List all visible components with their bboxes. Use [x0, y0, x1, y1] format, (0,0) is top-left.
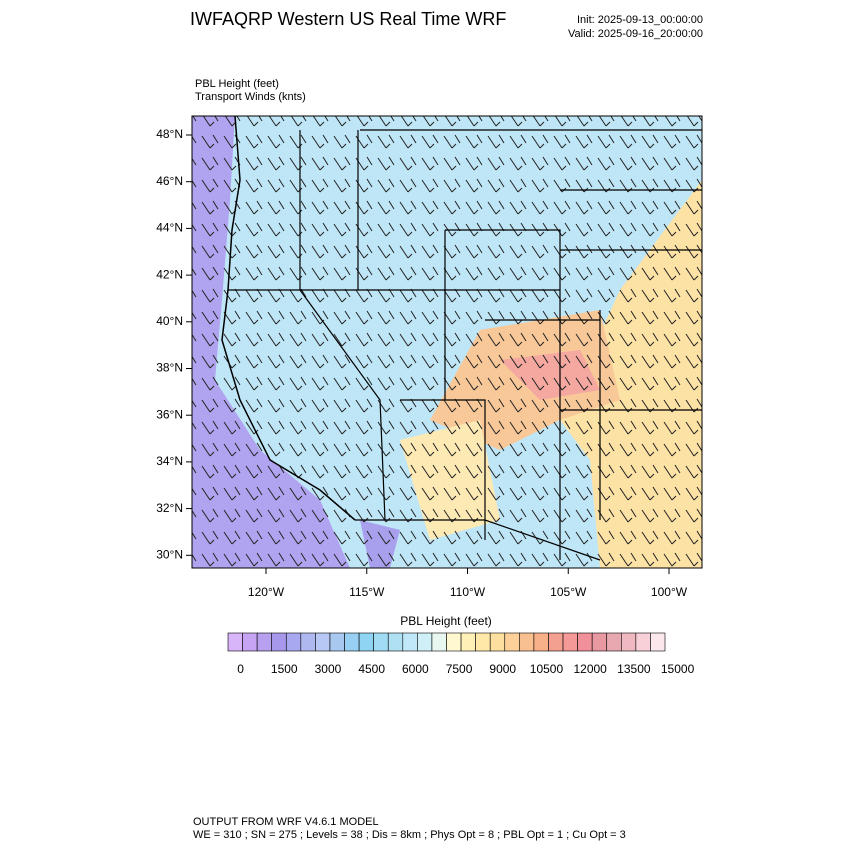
colorbar-swatch — [242, 632, 258, 652]
lat-label: 32°N — [156, 501, 183, 515]
colorbar-swatch — [562, 632, 578, 652]
map-axes: 48°N 46°N 44°N 42°N 40°N 38°N 36°N 34°N 32°N 30°N… — [156, 127, 688, 599]
colorbar: 0 1500 3000 4500 6000 7500 9000 10500 12000 13500… — [227, 632, 695, 676]
colorbar-swatch — [504, 632, 520, 652]
colorbar-swatch — [446, 632, 462, 652]
vector-field: Transport Winds (knts) — [195, 91, 306, 103]
colorbar-swatch — [635, 632, 651, 652]
colorbar-swatch — [548, 632, 564, 652]
colorbar-swatch — [475, 632, 491, 652]
colorbar-swatch — [300, 632, 316, 652]
colorbar-label: 10500 — [530, 662, 564, 676]
colorbar-swatch — [344, 632, 360, 652]
map-frame — [191, 115, 703, 569]
colorbar-swatch — [533, 632, 549, 652]
lat-label: 42°N — [156, 267, 183, 281]
lon-label: 120°W — [248, 585, 285, 599]
lat-label: 46°N — [156, 174, 183, 188]
lon-label: 105°W — [550, 585, 587, 599]
colorbar-swatch — [620, 632, 637, 652]
colorbar-swatch — [577, 632, 593, 652]
colorbar-swatch — [373, 632, 389, 652]
colorbar-label: 0 — [237, 662, 244, 676]
init-time: Init: 2025-09-13_00:00:00 — [577, 14, 703, 26]
colorbar-label: 7500 — [446, 662, 473, 676]
colorbar-swatch — [227, 632, 243, 652]
state-borders — [228, 129, 702, 561]
colorbar-swatch — [591, 632, 608, 652]
coastline — [221, 116, 356, 521]
valid-time: Valid: 2025-09-16_20:00:00 — [568, 28, 703, 40]
colorbar-label: 3000 — [315, 662, 342, 676]
shaded-field: PBL Height (feet) — [195, 78, 279, 90]
colorbar-label: 13500 — [617, 662, 651, 676]
footer-model: OUTPUT FROM WRF V4.6.1 MODEL — [193, 816, 379, 828]
colorbar-label: 1500 — [271, 662, 298, 676]
lat-label: 38°N — [156, 361, 183, 375]
colorbar-swatch — [387, 632, 404, 652]
lat-label: 30°N — [156, 547, 183, 561]
lat-label: 48°N — [156, 127, 183, 141]
colorbar-label: 15000 — [661, 662, 695, 676]
lat-label: 36°N — [156, 407, 183, 421]
colorbar-label: 12000 — [573, 662, 607, 676]
lon-label: 110°W — [450, 585, 486, 599]
colorbar-label: 4500 — [358, 662, 385, 676]
colorbar-label: 9000 — [489, 662, 516, 676]
colorbar-swatch — [417, 632, 433, 652]
colorbar-swatch — [489, 632, 506, 652]
colorbar-swatch — [650, 632, 666, 652]
colorbar-swatch — [329, 632, 345, 652]
colorbar-swatch — [315, 632, 331, 652]
lon-label: 100°W — [651, 585, 688, 599]
colorbar-swatch — [271, 632, 287, 652]
colorbar-swatch — [606, 632, 622, 652]
colorbar-swatch — [256, 632, 272, 652]
colorbar-swatch — [519, 632, 535, 652]
colorbar-swatch — [460, 632, 476, 652]
colorbar-label: 6000 — [402, 662, 429, 676]
lat-label: 44°N — [156, 221, 183, 235]
lat-label: 40°N — [156, 314, 183, 328]
colorbar-title: PBL Height (feet) — [400, 614, 492, 628]
title: IWFAQRP Western US Real Time WRF — [190, 9, 506, 29]
lat-label: 34°N — [156, 454, 183, 468]
colorbar-swatch — [431, 632, 447, 652]
map — [192, 116, 702, 568]
lon-label: 115°W — [349, 585, 385, 599]
colorbar-swatch — [402, 632, 418, 652]
colorbar-swatch — [285, 632, 302, 652]
wind-barbs — [192, 116, 702, 568]
colorbar-swatch — [358, 632, 374, 652]
footer-settings: WE = 310 ; SN = 275 ; Levels = 38 ; Dis … — [193, 829, 626, 841]
